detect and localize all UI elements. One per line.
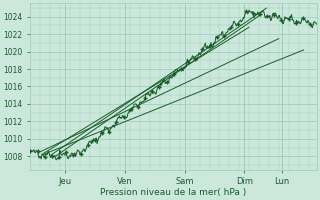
X-axis label: Pression niveau de la mer( hPa ): Pression niveau de la mer( hPa ) — [100, 188, 247, 197]
